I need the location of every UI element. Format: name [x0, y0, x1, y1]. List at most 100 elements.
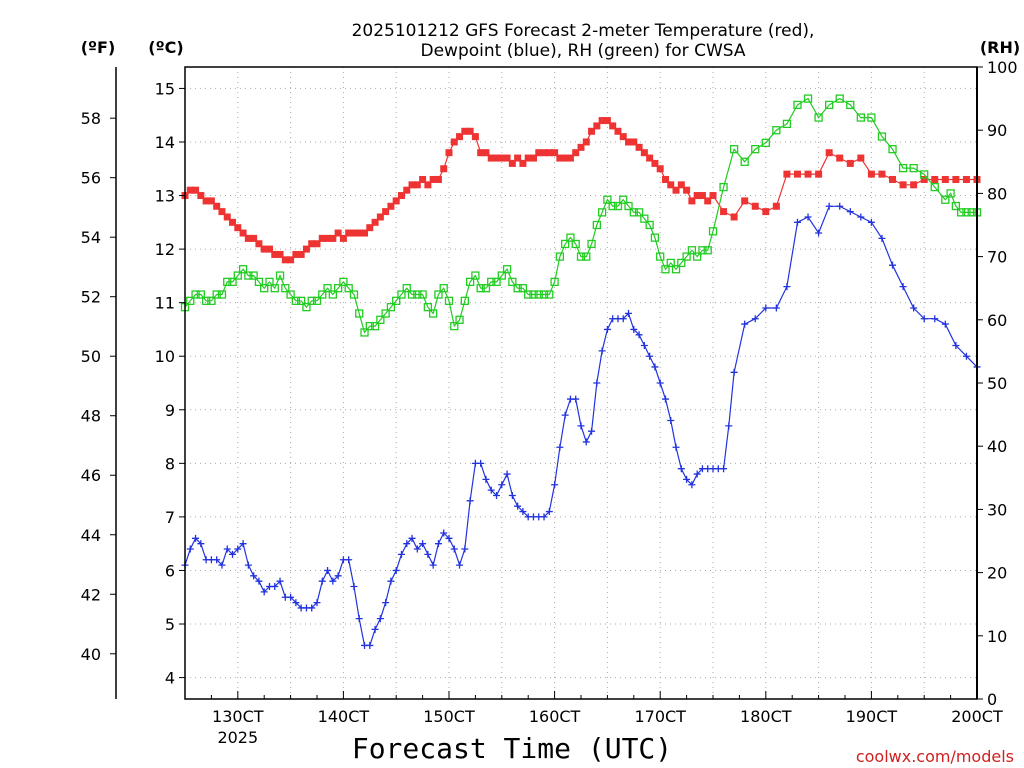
x-tick-label: 190CT — [846, 707, 898, 726]
rh-point — [302, 303, 311, 312]
rh-point — [260, 284, 269, 293]
dewpoint-point — [889, 261, 897, 269]
temperature-point — [720, 208, 728, 216]
rh-point — [201, 296, 211, 305]
celsius-tick-label: 7 — [165, 508, 175, 527]
dewpoint-point — [878, 234, 886, 242]
rh-point — [207, 296, 216, 305]
temperature-point — [931, 175, 939, 183]
temperature-point — [429, 175, 437, 183]
temperature-point — [661, 175, 669, 183]
dewpoint-point — [271, 583, 279, 591]
temperature-point — [730, 213, 738, 221]
rh-point — [687, 246, 697, 255]
dewpoint-point — [287, 593, 295, 601]
dewpoint-point — [688, 481, 696, 489]
rh-point — [376, 315, 385, 324]
rh-point — [656, 252, 665, 261]
dewpoint-point — [466, 497, 474, 505]
temperature-point — [197, 192, 205, 200]
dewpoint-point — [630, 325, 638, 333]
rh-point — [407, 290, 417, 299]
dewpoint-point — [345, 556, 353, 564]
series-rh — [180, 94, 982, 337]
temperature-point — [260, 245, 268, 253]
rh-point — [671, 265, 681, 274]
x-tick-label: 170CT — [634, 707, 686, 726]
dewpoint-point — [962, 352, 970, 360]
dewpoint-point — [429, 561, 437, 569]
rh-point — [740, 157, 749, 166]
rh-point — [898, 163, 908, 173]
temperature-point — [572, 149, 580, 157]
dewpoint-point — [334, 572, 342, 580]
temperature-point — [461, 127, 469, 135]
fahrenheit-tick-label: 46 — [81, 466, 101, 485]
dewpoint-point — [603, 325, 611, 333]
temperature-point — [503, 154, 511, 162]
plot-frame — [184, 66, 978, 700]
dewpoint-point — [508, 491, 516, 499]
temperature-point — [250, 234, 258, 242]
temperature-point — [413, 181, 421, 189]
rh-point — [339, 277, 348, 287]
rh-point — [761, 138, 770, 147]
dewpoint-point — [260, 588, 268, 596]
x-tick-label: 130CT — [212, 707, 264, 726]
temperature-point — [857, 154, 865, 162]
rh-point — [624, 201, 633, 211]
rh-point — [365, 321, 374, 331]
rh-point — [465, 277, 475, 287]
temperature-point — [297, 250, 305, 258]
temperature-point — [783, 170, 791, 178]
temperature-point — [255, 240, 263, 248]
celsius-tick-label: 8 — [165, 454, 175, 473]
temperature-point — [630, 138, 638, 146]
x-axis-title: Forecast Time (UTC) — [352, 732, 672, 765]
dewpoint-point — [255, 577, 263, 585]
fahrenheit-tick-label: 50 — [81, 347, 101, 366]
temperature-point — [772, 202, 780, 210]
dewpoint-point — [450, 545, 458, 553]
rh-point — [729, 145, 739, 154]
rh-point — [233, 271, 242, 280]
rh-point — [191, 290, 200, 299]
dewpoint-point — [646, 352, 654, 360]
dewpoint-point — [482, 475, 490, 483]
rh-point — [793, 100, 802, 110]
temperature-point — [487, 154, 495, 162]
rh-point — [392, 296, 401, 305]
dewpoint-point — [440, 529, 448, 537]
rh-point — [370, 321, 380, 331]
temperature-point — [345, 229, 353, 237]
rh-point — [492, 277, 501, 287]
dewpoint-point — [392, 566, 400, 574]
rh-point — [539, 290, 549, 299]
temperature-point — [867, 170, 875, 178]
temperature-point — [392, 197, 400, 205]
temperature-point — [693, 192, 701, 200]
rh-point — [571, 239, 580, 249]
dewpoint-point — [593, 379, 601, 387]
rh-point — [471, 271, 480, 280]
rh-point — [803, 94, 813, 103]
temperature-point — [651, 159, 659, 167]
rh-point — [497, 271, 506, 280]
temperature-point — [952, 175, 960, 183]
rh-tick-label: 20 — [987, 564, 1007, 583]
dewpoint-point — [477, 459, 485, 467]
rh-point — [333, 284, 343, 293]
credit-link[interactable]: coolwx.com/models — [856, 747, 1014, 766]
temperature-point — [271, 250, 279, 258]
temperature-point — [551, 149, 559, 157]
rh-point — [930, 182, 939, 192]
rh-point — [429, 309, 438, 318]
dewpoint-point — [276, 577, 284, 585]
temperature-point — [519, 159, 527, 167]
temperature-point — [709, 192, 717, 200]
temperature-point — [910, 181, 918, 189]
rh-tick-label: 0 — [987, 690, 997, 709]
temperature-point — [334, 229, 342, 237]
dewpoint-point — [308, 604, 316, 612]
temperature-point — [355, 229, 363, 237]
